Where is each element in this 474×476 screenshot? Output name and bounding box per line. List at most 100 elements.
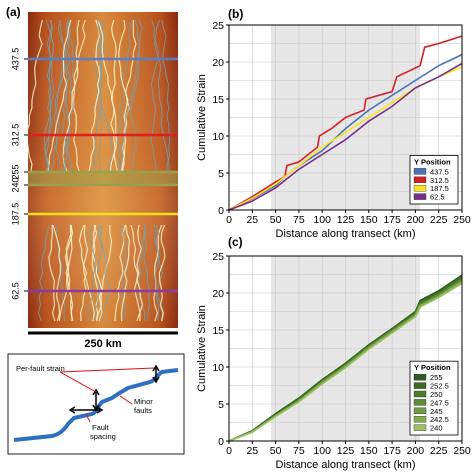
y-tick-label: 25 [212,20,224,32]
y-axis-label: Cumulative Strain [196,74,208,161]
y-tick-label: 10 [212,131,224,143]
fault-trace [120,224,131,322]
y-tick-label: 15 [212,94,224,106]
per-fault-arrow-2-heads [152,364,160,384]
legend-label-255: 255 [430,373,443,382]
x-tick-label: 25 [246,445,258,457]
legend-label-312.5: 312.5 [430,176,449,185]
fault-trace [154,19,170,173]
x-tick-label: 50 [270,445,282,457]
fault-trace [57,19,71,173]
x-tick-label: 50 [270,214,282,226]
fault-trace [158,224,166,322]
fault-trace [161,19,171,173]
fault-trace [116,19,133,173]
x-tick-label: 250 [453,214,471,226]
x-tick-label: 100 [313,214,331,226]
fault-trace [44,19,53,173]
inset-label-minor: Minor faults [134,397,153,415]
x-tick-label: 175 [383,445,401,457]
fault-trace [154,224,160,322]
fault-trace [143,224,150,322]
legend-swatch-187.5 [413,184,427,192]
fault-trace [93,19,103,173]
fault-trace [86,224,97,322]
x-tick-label: 175 [383,214,401,226]
fault-trace [79,224,89,322]
fault-trace [130,224,144,322]
fault-trace [133,224,142,322]
x-tick-label: 25 [246,214,258,226]
legend-swatch-247.5 [413,399,427,406]
legend-label-62.5: 62.5 [430,193,445,202]
panel-c-label: (c) [228,235,243,249]
legend-label-437.5: 437.5 [430,167,449,176]
legend-box [409,360,459,436]
inset-label-per-fault: Per-fault strain [16,364,65,373]
x-tick-label: 200 [407,214,425,226]
fault-trace [117,19,143,173]
y-tick-label: 25 [212,251,224,263]
legend-swatch-240 [413,424,427,431]
fault-trace [153,224,163,322]
x-tick-label: 225 [430,214,448,226]
legend-swatch-252.5 [413,382,427,389]
transect-band-240-255 [28,172,178,185]
x-tick-label: 150 [360,214,378,226]
transect-lines [28,57,178,293]
legend-label-247.5: 247.5 [430,398,449,407]
leader-line [119,395,133,405]
fault-trace [48,224,56,322]
legend-swatch-255 [413,374,427,381]
panel-a-label: (a) [6,5,21,19]
fault-trace [93,224,103,322]
panel-b-label: (b) [228,7,243,21]
x-tick-label: 200 [407,445,425,457]
y-tick-label: 0 [218,205,224,217]
x-tick-label: 250 [453,445,471,457]
legend-title: Y Position [414,363,451,372]
fault-trace [78,224,96,322]
fault-trace [92,224,103,322]
fault-trace [88,19,101,173]
fault-trace [64,224,74,322]
x-tick-label: 225 [430,445,448,457]
legend-label-240: 240 [430,424,443,433]
fault-trace [47,19,72,173]
legend-label-245: 245 [430,407,443,416]
legend-swatch-312.5 [413,176,427,184]
fault-trace [109,19,118,173]
series-line-240 [228,282,463,442]
map-y-tick-label: 187.5 [10,203,20,226]
fault-trace [97,19,104,173]
x-tick-label: 150 [360,445,378,457]
y-tick-label: 15 [212,325,224,337]
fault-trace [150,19,159,173]
legend-label-187.5: 187.5 [430,184,449,193]
x-tick-label: 75 [293,445,305,457]
legend-swatch-62.5 [413,193,427,200]
fault-trace [45,19,53,173]
fault-map [25,12,178,328]
legend-swatch-250 [413,390,427,398]
spacing-arrow-heads [68,406,104,414]
x-axis-label: Distance along transect (km) [276,459,416,471]
legend-label-252.5: 252.5 [430,382,449,391]
y-tick-label: 10 [212,362,224,374]
fault-trace [65,224,73,322]
legend-swatch-242.5 [413,416,427,423]
x-axis-label: Distance along transect (km) [276,228,416,240]
leader-line [59,367,155,373]
map-y-tick-label: 240 [10,177,20,192]
inset-schematic: Per-fault strain Minor faults Fault spacin… [7,353,185,455]
map-y-tick-label: 255 [10,164,20,179]
fault-trace [25,19,43,173]
fault-trace [52,224,62,322]
chart-c: 0 25 50 75 100 125 150 175 200 225 250 0 5 10 15 20 25 Di… [196,251,471,471]
fault-trace [118,19,129,173]
y-tick-label: 20 [212,288,224,300]
legend-swatch-245 [413,407,427,414]
y-tick-label: 5 [218,399,224,411]
legend-swatch-437.5 [413,168,427,175]
